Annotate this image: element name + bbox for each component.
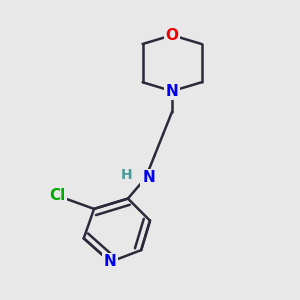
Text: N: N — [104, 254, 117, 269]
Text: O: O — [166, 28, 178, 43]
Text: N: N — [166, 84, 178, 99]
Text: Cl: Cl — [49, 188, 65, 203]
Text: H: H — [121, 168, 132, 182]
Text: N: N — [142, 170, 155, 185]
